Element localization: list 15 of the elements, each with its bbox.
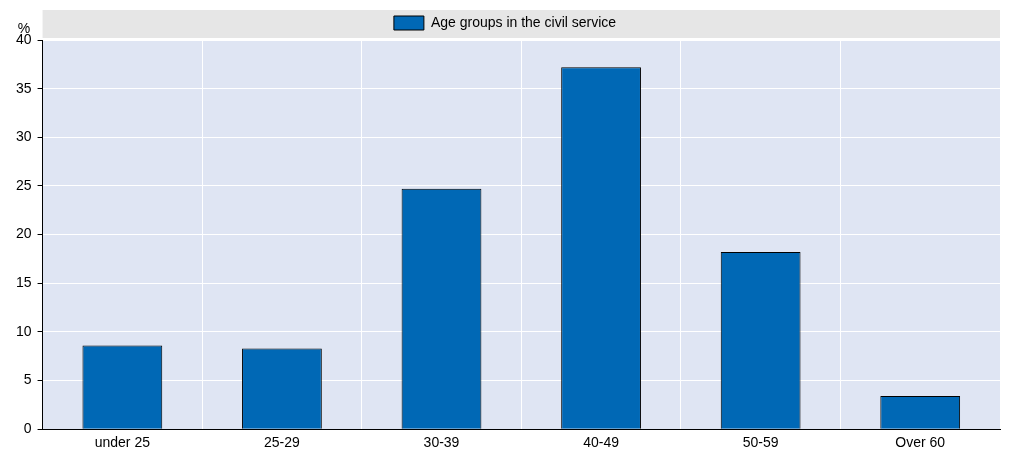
y-tick-label: 5 xyxy=(23,371,32,388)
y-tick-label: 15 xyxy=(15,274,32,291)
x-tick-label: 30-39 xyxy=(423,434,460,451)
x-tick-label: under 25 xyxy=(94,434,151,451)
x-tick-label: Over 60 xyxy=(895,434,946,451)
y-tick-label: 20 xyxy=(15,225,32,242)
y-tick-label: 0 xyxy=(23,420,32,437)
y-tick-label: 25 xyxy=(15,176,32,193)
x-tick-label: 25-29 xyxy=(264,434,301,451)
y-tick-label: 10 xyxy=(15,322,32,339)
y-tick-label: 30 xyxy=(15,128,32,145)
legend-label: Age groups in the civil service xyxy=(430,13,617,30)
x-tick-label: 40-49 xyxy=(583,434,620,451)
x-tick-label: 50-59 xyxy=(742,434,779,451)
y-tick-label: 35 xyxy=(15,79,32,96)
